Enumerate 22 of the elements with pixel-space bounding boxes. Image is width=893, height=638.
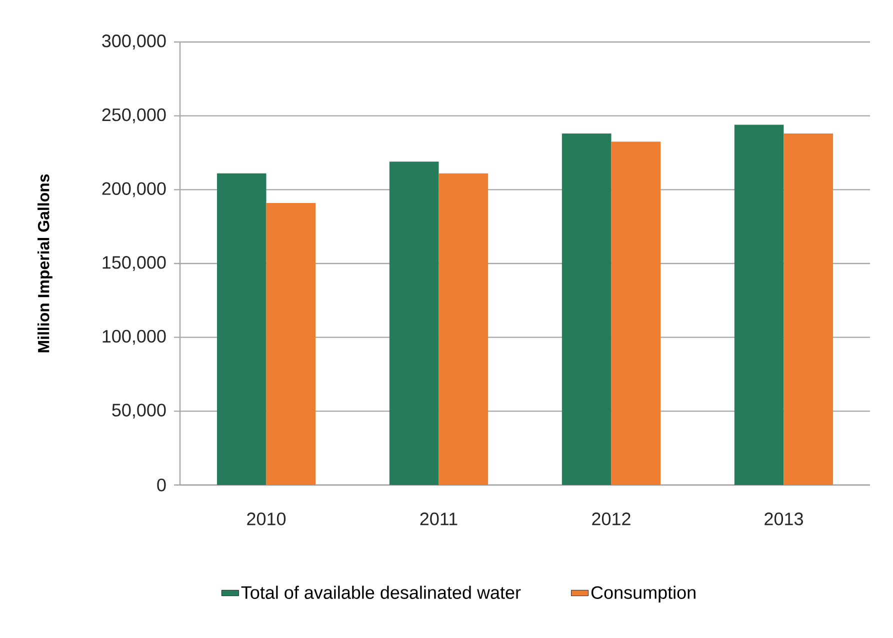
- bar: [216, 173, 266, 485]
- bar: [562, 134, 612, 485]
- legend-label: Total of available desalinated water: [241, 586, 521, 599]
- y-tick-label: 300,000: [102, 34, 166, 50]
- bar: [611, 142, 661, 485]
- y-tick-label: 100,000: [102, 330, 166, 345]
- legend-label: Consumption: [591, 586, 696, 603]
- x-tick-label: 2013: [764, 512, 803, 526]
- y-tick-label: 150,000: [102, 256, 166, 271]
- bar: [784, 134, 834, 485]
- x-tick-label: 2012: [592, 512, 630, 526]
- y-tick-label: 200,000: [102, 182, 166, 198]
- bar: [734, 124, 784, 485]
- y-tick-label: 0: [157, 478, 166, 492]
- bar: [266, 202, 316, 485]
- bar: [389, 162, 439, 485]
- bar: [438, 173, 488, 485]
- x-tick-label: 2011: [420, 512, 458, 526]
- x-tick-label: 2010: [247, 512, 286, 526]
- y-axis-title: Million Imperial Gallons: [38, 174, 52, 352]
- y-tick-label: 50,000: [112, 404, 166, 419]
- y-tick-label: 250,000: [102, 108, 166, 124]
